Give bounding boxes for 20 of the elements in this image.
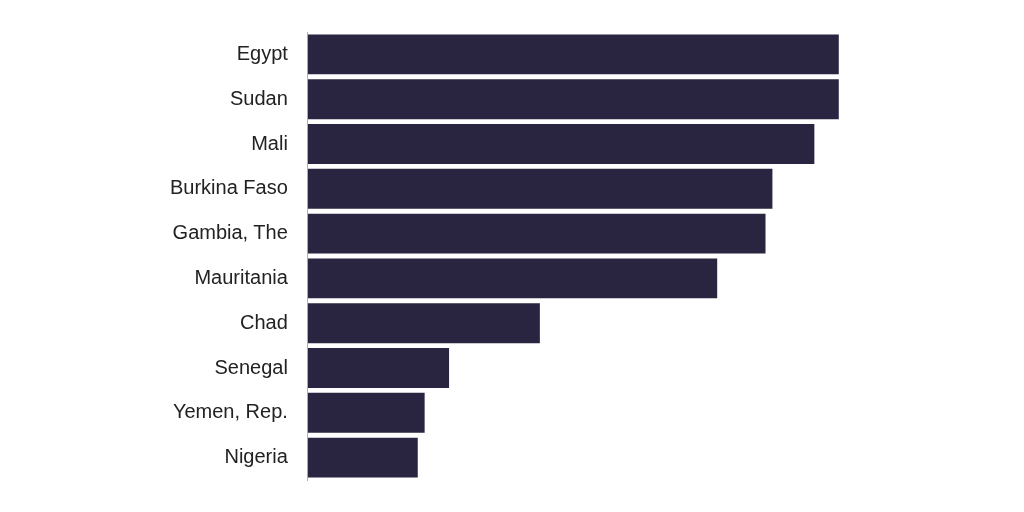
bar (307, 392, 425, 433)
bar (307, 168, 773, 209)
y-tick-label: Mauritania (194, 265, 289, 288)
y-tick-label: Senegal (214, 355, 288, 378)
y-tick-label: Egypt (236, 41, 289, 64)
bar (307, 213, 766, 254)
y-tick-label: Chad (240, 310, 288, 333)
y-tick-label: Burkina Faso (169, 176, 288, 199)
y-tick-label: Sudan (229, 86, 288, 109)
bar (307, 437, 418, 478)
y-tick-label: Mali (251, 131, 288, 154)
bar (307, 303, 540, 344)
bar (307, 124, 815, 164)
bar (307, 258, 718, 299)
bar (307, 79, 839, 120)
y-tick-label: Nigeria (224, 445, 289, 468)
y-tick-label: Gambia, The (172, 221, 288, 244)
bar (307, 348, 450, 388)
bar (307, 34, 839, 75)
y-tick-label: Yemen, Rep. (172, 400, 288, 423)
